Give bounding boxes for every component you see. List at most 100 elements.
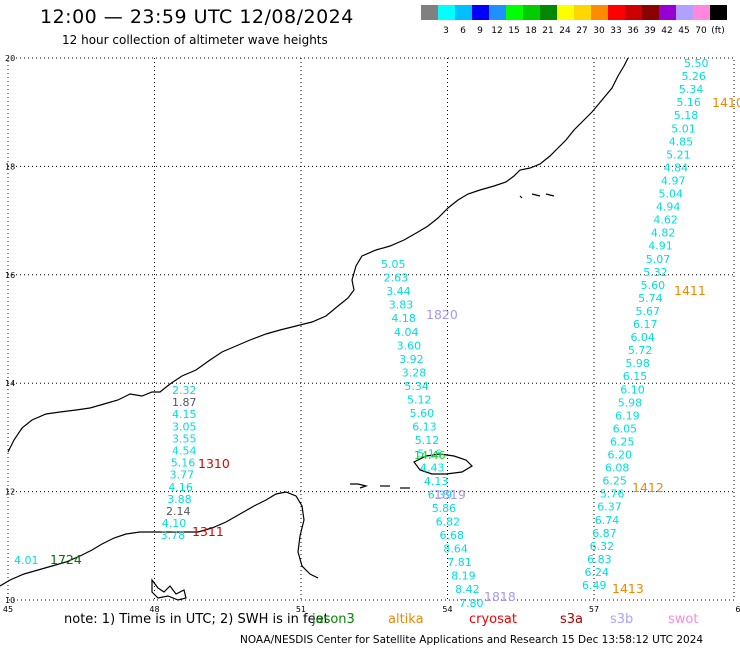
wave-value-label: 3.28 xyxy=(402,366,427,379)
legend-label: 45 xyxy=(678,26,690,36)
satellite-name: s3b xyxy=(610,612,634,627)
lat-lon-grid: 454851545760201816141210 xyxy=(3,54,740,614)
track-pass-label: 1412 xyxy=(632,480,664,495)
wave-value-label: 5.16 xyxy=(171,457,196,470)
wave-value-label: 6.19 xyxy=(615,409,640,422)
wave-value-label: 6.25 xyxy=(610,435,635,448)
wave-value-label: 6.20 xyxy=(608,449,633,462)
x-tick-label: 60 xyxy=(735,605,740,614)
track-pass-label: 1413 xyxy=(612,581,644,596)
wave-value-label: 7.81 xyxy=(447,556,472,569)
legend-swatch xyxy=(438,5,455,20)
wave-value-label: 6.87 xyxy=(592,527,617,540)
wave-value-label: 5.72 xyxy=(628,344,653,357)
wave-value-label: 4.04 xyxy=(394,326,419,339)
legend-swatch xyxy=(506,5,523,20)
wave-value-label: 4.15 xyxy=(172,408,197,421)
legend-swatch xyxy=(625,5,642,20)
legend-swatch xyxy=(608,5,625,20)
wave-value-label: 4.43 xyxy=(420,461,445,474)
legend-label: 42 xyxy=(661,26,673,36)
track-pass-label: 1311 xyxy=(192,524,224,539)
legend-label: 18 xyxy=(525,26,537,36)
wave-value-label: 5.32 xyxy=(643,266,668,279)
satellite-name: jason3 xyxy=(312,612,355,627)
footer-note: note: 1) Time is in UTC; 2) SWH is in fe… xyxy=(64,612,329,627)
wave-value-label: 1.87 xyxy=(172,396,197,409)
map-frame xyxy=(7,57,735,601)
wave-value-label: 3.44 xyxy=(386,285,411,298)
legend-label: 21 xyxy=(542,26,554,36)
legend-swatch xyxy=(540,5,557,20)
legend-swatch xyxy=(472,5,489,20)
wave-value-label: 4.01 xyxy=(14,554,39,567)
wave-value-label: 5.34 xyxy=(679,83,704,96)
wave-value-label: 5.21 xyxy=(666,148,691,161)
wave-value-label: 5.86 xyxy=(432,502,457,515)
legend-label: 3 xyxy=(443,26,449,36)
wave-value-label: 5.98 xyxy=(625,357,650,370)
wave-value-label: 4.84 xyxy=(664,161,689,174)
wave-value-label: 6.32 xyxy=(590,540,615,553)
legend-label: 30 xyxy=(593,26,605,36)
legend-label: 24 xyxy=(559,26,571,36)
y-tick-label: 10 xyxy=(5,596,15,605)
wave-value-label: 3.77 xyxy=(170,469,195,482)
y-tick-label: 16 xyxy=(5,271,15,280)
track-pass-label: 1310 xyxy=(198,456,230,471)
wave-value-label: 5.34 xyxy=(404,380,429,393)
wave-value-label: 5.67 xyxy=(636,305,661,318)
legend-label: 70 xyxy=(695,26,707,36)
legend-swatch xyxy=(489,5,506,20)
wave-value-label: 4.82 xyxy=(651,227,676,240)
wave-value-label: 6.82 xyxy=(436,515,461,528)
wave-value-label: 5.16 xyxy=(676,96,701,109)
legend-label: 9 xyxy=(477,26,483,36)
wave-value-label: 8.64 xyxy=(443,543,468,556)
wave-value-label: 5.74 xyxy=(638,292,663,305)
legend-label: 12 xyxy=(491,26,503,36)
wave-value-label: 5.50 xyxy=(684,57,709,70)
coastline xyxy=(0,57,629,601)
wave-value-label: 5.04 xyxy=(659,188,684,201)
track-pass-label: 1411 xyxy=(674,283,706,298)
wave-value-label: 4.18 xyxy=(391,312,416,325)
x-tick-label: 51 xyxy=(296,605,306,614)
legend-swatch xyxy=(693,5,710,20)
legend-swatch xyxy=(591,5,608,20)
wave-value-label: 5.76 xyxy=(600,488,625,501)
wave-value-label: 4.54 xyxy=(172,445,197,458)
track-pass-label: 1724 xyxy=(50,552,82,567)
wave-value-label: 6.39 xyxy=(428,488,453,501)
page-subtitle: 12 hour collection of altimeter wave hei… xyxy=(62,33,328,47)
wave-value-label: 14.46 xyxy=(414,449,446,462)
wave-value-label: 6.74 xyxy=(595,514,620,527)
wave-value-label: 5.05 xyxy=(381,258,406,271)
wave-value-label: 4.97 xyxy=(661,174,686,187)
wave-value-label: 4.13 xyxy=(424,475,449,488)
legend-swatch xyxy=(455,5,472,20)
wave-value-label: 4.10 xyxy=(162,517,187,530)
track-pass-label: 1820 xyxy=(426,307,458,322)
wave-value-label: 4.62 xyxy=(653,214,678,227)
wave-value-label: 3.83 xyxy=(389,299,414,312)
wave-value-label: 3.05 xyxy=(172,420,197,433)
legend-label: 27 xyxy=(576,26,588,36)
wave-value-label: 6.13 xyxy=(412,421,437,434)
wave-value-label: 3.88 xyxy=(167,493,192,506)
wave-value-label: 5.60 xyxy=(410,407,435,420)
legend-label: 6 xyxy=(460,26,466,36)
wave-value-label: 4.94 xyxy=(656,201,681,214)
wave-value-label: 5.26 xyxy=(681,70,706,83)
wave-value-label: 5.01 xyxy=(671,122,696,135)
legend-label: 36 xyxy=(627,26,639,36)
legend-label: 39 xyxy=(644,26,656,36)
wave-value-label: 5.12 xyxy=(415,434,440,447)
wave-value-label: 2.63 xyxy=(384,272,409,285)
wave-value-label: 8.19 xyxy=(451,570,476,583)
wave-value-label: 6.15 xyxy=(623,370,648,383)
legend-swatch xyxy=(659,5,676,20)
wave-value-label: 6.83 xyxy=(587,553,612,566)
legend-swatch xyxy=(523,5,540,20)
